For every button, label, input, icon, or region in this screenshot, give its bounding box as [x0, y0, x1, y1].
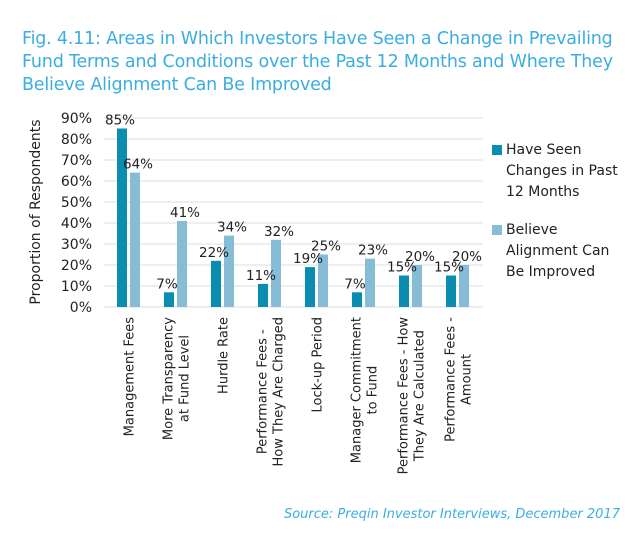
value-label: 23% [358, 243, 388, 259]
value-label: 7% [156, 276, 178, 292]
value-label: 41% [170, 205, 200, 221]
bar [130, 172, 140, 307]
value-label: 22% [199, 245, 229, 261]
x-tick-label-line: More Transparency [162, 317, 177, 440]
y-tick-label: 60% [61, 174, 92, 190]
y-tick-label: 70% [61, 153, 92, 169]
value-labels: 85%64%7%41%22%34%11%32%19%25%7%23%15%20%… [105, 113, 482, 293]
bar [117, 128, 127, 307]
bar [258, 283, 268, 307]
x-tick-label: Lock-up Period [311, 317, 326, 413]
y-tick-label: 40% [61, 216, 92, 232]
bar [365, 258, 375, 307]
bar [164, 292, 174, 307]
x-axis-labels: Management Fees More Transparency at Fund … [123, 317, 475, 475]
y-tick-label: 20% [61, 258, 92, 274]
x-tick-label: Performance Fees - How They Are Charged [256, 317, 287, 466]
x-tick-label-line: Performance Fees - How [397, 317, 412, 475]
x-tick-label-line: Amount [460, 354, 475, 405]
bar [412, 265, 422, 307]
bar [211, 260, 221, 307]
y-axis-ticks: 0% 10% 20% 30% 40% 50% 60% 70% 80% 90% [61, 111, 92, 316]
legend-label-believe: Believe Alignment Can Be Improved [506, 222, 610, 280]
legend-swatch-seen [492, 145, 502, 155]
x-tick-label-line: to Fund [366, 366, 381, 415]
value-label: 19% [293, 251, 323, 267]
legend-swatch-believe [492, 225, 502, 235]
bar [177, 220, 187, 307]
value-label: 64% [123, 157, 153, 173]
y-tick-label: 50% [61, 195, 92, 211]
bar [305, 267, 315, 307]
source-note: Source: Preqin Investor Interviews, Dece… [283, 507, 620, 522]
y-tick-label: 10% [61, 279, 92, 295]
y-tick-label: 80% [61, 132, 92, 148]
value-label: 15% [434, 260, 464, 276]
value-label: 20% [452, 249, 482, 265]
bar [271, 239, 281, 307]
x-tick-label: Performance Fees - Amount [444, 317, 475, 442]
value-label: 25% [311, 239, 341, 255]
y-tick-label: 90% [61, 111, 92, 127]
legend-label-seen: Have Seen Changes in Past 12 Months [506, 142, 618, 200]
x-tick-label-line: They Are Calculated [413, 330, 428, 462]
value-label: 15% [387, 260, 417, 276]
legend: Have Seen Changes in Past 12 Months Beli… [490, 140, 640, 300]
value-label: 7% [344, 276, 366, 292]
legend-item-seen: Have Seen Changes in Past 12 Months [490, 140, 640, 203]
x-tick-label-line: Hurdle Rate [217, 317, 232, 394]
value-label: 85% [105, 113, 135, 129]
x-tick-label: Performance Fees - How They Are Calculate… [397, 317, 428, 475]
bar [446, 275, 456, 307]
value-label: 32% [264, 224, 294, 240]
x-tick-label-line: at Fund Level [178, 335, 193, 422]
x-tick-label-line: Lock-up Period [311, 317, 326, 413]
y-tick-label: 0% [70, 300, 92, 316]
value-label: 34% [217, 220, 247, 236]
value-label: 11% [246, 268, 276, 284]
legend-item-believe: Believe Alignment Can Be Improved [490, 220, 640, 283]
x-tick-label-line: Performance Fees - [444, 317, 459, 442]
bar [224, 235, 234, 307]
value-label: 20% [405, 249, 435, 265]
x-tick-label-line: Manager Commitment [350, 317, 365, 463]
x-tick-label: Management Fees [123, 317, 138, 437]
chart-title: Fig. 4.11: Areas in Which Investors Have… [22, 29, 613, 95]
bars [117, 128, 469, 307]
x-tick-label: More Transparency at Fund Level [162, 317, 193, 440]
x-tick-label-line: How They Are Charged [272, 317, 287, 466]
x-tick-label-line: Performance Fees - [256, 329, 271, 454]
x-tick-label: Hurdle Rate [217, 317, 232, 394]
bar [459, 265, 469, 307]
x-tick-label-line: Management Fees [123, 317, 138, 437]
x-tick-label: Manager Commitment to Fund [350, 317, 381, 463]
y-axis-label: Proportion of Respondents [28, 119, 44, 304]
bar [352, 292, 362, 307]
y-tick-label: 30% [61, 237, 92, 253]
bar [318, 254, 328, 307]
bar [399, 275, 409, 307]
